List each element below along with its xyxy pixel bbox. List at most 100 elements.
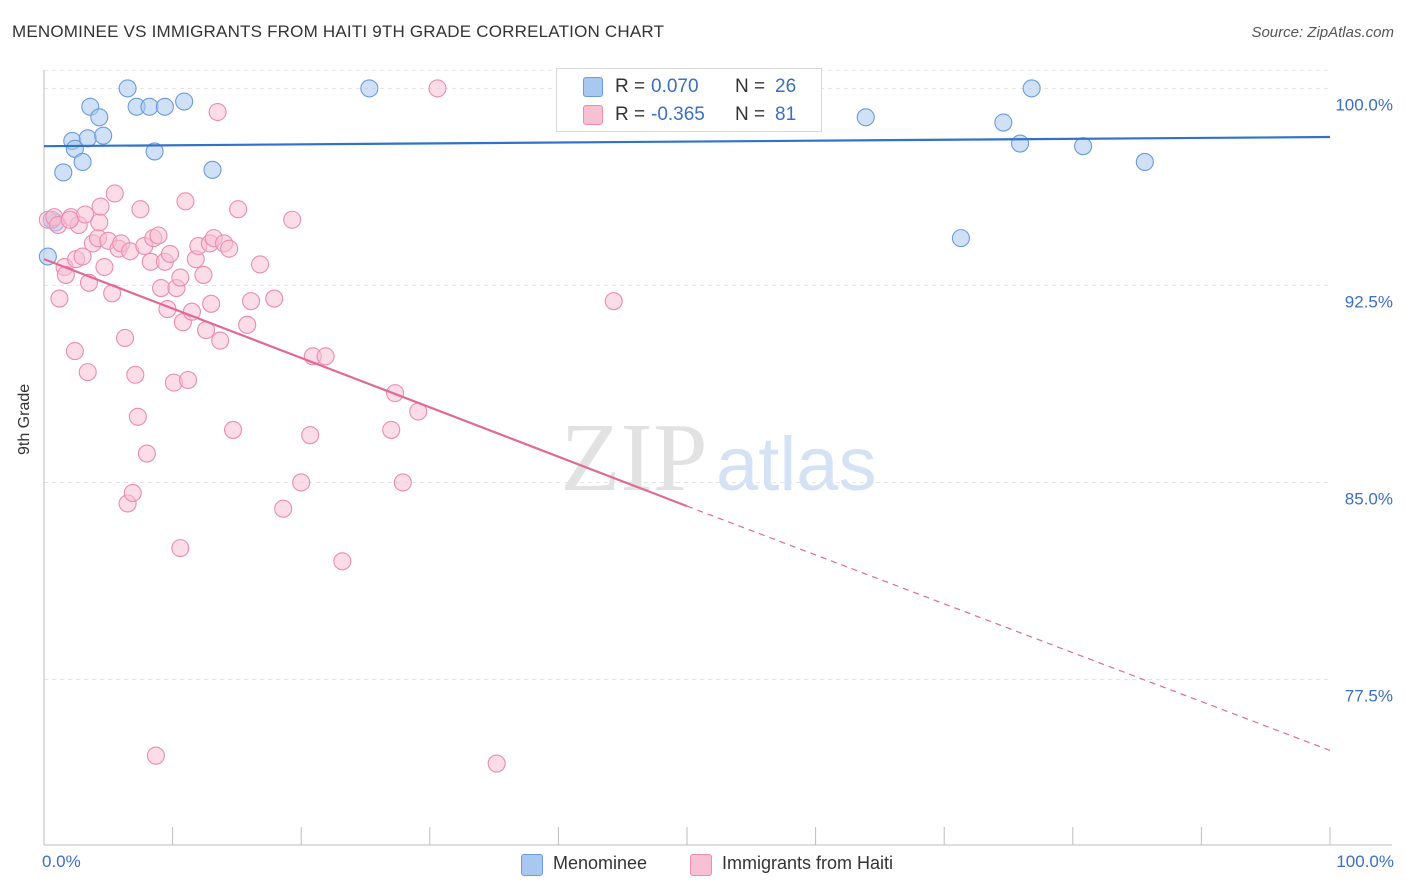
- point-haiti: [202, 294, 221, 313]
- watermark: ZIP atlas: [561, 404, 877, 512]
- stats-row-menominee: R = 0.070 N = 26: [557, 73, 821, 101]
- watermark-zip: ZIP: [561, 404, 708, 512]
- point-menominee: [145, 142, 164, 161]
- point-menominee: [1011, 134, 1030, 153]
- point-haiti: [105, 184, 124, 203]
- stats-n-label: N =: [735, 104, 766, 125]
- stats-swatch-haiti: [583, 105, 603, 125]
- point-menominee: [94, 126, 113, 145]
- point-haiti: [604, 292, 623, 311]
- point-menominee: [140, 97, 159, 116]
- point-haiti: [333, 552, 352, 571]
- point-haiti: [126, 365, 145, 384]
- trend-menominee: [43, 135, 1331, 148]
- point-haiti: [274, 499, 293, 518]
- point-haiti: [238, 315, 257, 334]
- legend: Menominee Immigrants from Haiti: [0, 852, 1406, 878]
- point-menominee: [1074, 137, 1093, 156]
- point-haiti: [137, 444, 156, 463]
- legend-swatch-haiti: [690, 854, 712, 876]
- point-menominee: [78, 129, 97, 148]
- x-axis-min-label: 0.0%: [42, 852, 81, 871]
- point-haiti: [220, 239, 239, 258]
- stats-swatch-menominee: [583, 77, 603, 97]
- point-haiti: [78, 363, 97, 382]
- stats-r-label: R =: [615, 76, 646, 97]
- point-haiti: [123, 483, 142, 503]
- point-menominee: [360, 79, 379, 98]
- point-haiti: [151, 279, 171, 298]
- point-menominee: [54, 163, 73, 182]
- trend-haiti-dashed: [686, 505, 1331, 751]
- point-haiti: [60, 210, 79, 229]
- stats-n-value: 81: [775, 104, 797, 125]
- data-points: [38, 79, 1154, 773]
- legend-label: Menominee: [553, 853, 648, 873]
- y-tick-label: 92.5%: [1345, 292, 1393, 311]
- axes: [43, 70, 1392, 846]
- point-haiti: [211, 331, 230, 350]
- legend-swatch-menominee: [521, 854, 543, 876]
- point-menominee: [90, 108, 109, 127]
- point-haiti: [316, 347, 335, 366]
- point-haiti: [160, 244, 180, 263]
- point-haiti: [393, 473, 412, 492]
- point-haiti: [73, 247, 92, 266]
- point-haiti: [149, 226, 168, 245]
- point-haiti: [128, 407, 147, 426]
- point-haiti: [428, 79, 447, 98]
- point-haiti: [95, 257, 114, 277]
- point-haiti: [382, 420, 401, 439]
- point-menominee: [118, 79, 137, 98]
- y-tick-label: 77.5%: [1345, 686, 1393, 705]
- stats-r-value: -0.365: [651, 104, 705, 125]
- point-haiti: [194, 265, 213, 284]
- point-haiti: [283, 210, 302, 229]
- point-haiti: [91, 197, 110, 216]
- point-menominee: [994, 113, 1013, 132]
- y-tick-labels: 77.5% 85.0% 92.5% 100.0%: [1335, 95, 1393, 705]
- point-haiti: [146, 746, 165, 765]
- point-menominee: [155, 97, 174, 116]
- point-haiti: [65, 342, 84, 361]
- point-haiti: [487, 754, 506, 773]
- point-haiti: [208, 102, 227, 122]
- point-haiti: [178, 370, 198, 390]
- point-haiti: [223, 420, 243, 439]
- point-haiti: [229, 200, 248, 219]
- point-haiti: [301, 426, 320, 445]
- stats-r-value: 0.070: [651, 76, 699, 97]
- legend-label: Immigrants from Haiti: [722, 853, 894, 873]
- trend-lines: [43, 135, 1331, 751]
- chart-title: MENOMINEE VS IMMIGRANTS FROM HAITI 9TH G…: [12, 22, 665, 41]
- point-haiti: [171, 539, 190, 558]
- point-haiti: [176, 192, 195, 211]
- point-menominee: [1135, 152, 1154, 171]
- point-haiti: [241, 292, 261, 311]
- point-menominee: [856, 108, 875, 127]
- y-axis-label: 9th Grade: [16, 383, 33, 455]
- point-menominee: [1022, 79, 1041, 98]
- stats-n-value: 26: [775, 76, 797, 97]
- x-axis-max-label: 100.0%: [1336, 852, 1394, 871]
- y-tick-label: 85.0%: [1345, 489, 1393, 508]
- trend-haiti-solid: [43, 258, 688, 508]
- watermark-atlas: atlas: [716, 422, 877, 507]
- point-haiti: [50, 289, 69, 308]
- point-menominee: [203, 160, 222, 179]
- point-menominee: [73, 152, 92, 171]
- point-menominee: [38, 247, 57, 266]
- point-haiti: [171, 268, 190, 287]
- point-haiti: [292, 473, 311, 492]
- point-haiti: [115, 328, 135, 348]
- y-tick-label: 100.0%: [1335, 95, 1393, 114]
- point-haiti: [265, 289, 284, 308]
- point-haiti: [131, 200, 150, 219]
- stats-box: R = 0.070 N = 26 R = -0.365 N = 81: [556, 68, 822, 132]
- point-haiti: [250, 255, 270, 274]
- stats-n-label: N =: [735, 76, 766, 97]
- chart-source: Source: ZipAtlas.com: [1251, 24, 1394, 41]
- point-haiti: [90, 213, 109, 232]
- point-menominee: [175, 92, 194, 111]
